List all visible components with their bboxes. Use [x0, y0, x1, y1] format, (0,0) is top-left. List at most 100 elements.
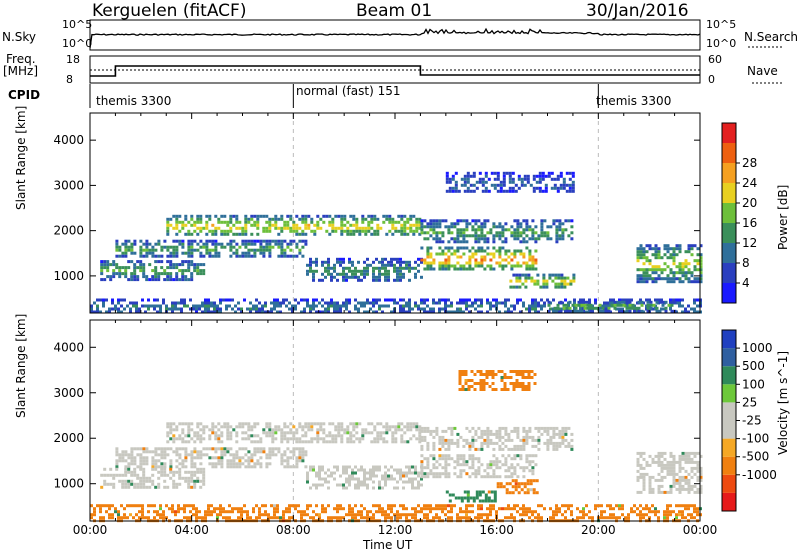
power-echo-band [166, 214, 422, 236]
x-axis-label: Time UT [363, 538, 413, 552]
power-colorbar-segment [722, 143, 736, 163]
x-tick-label: 08:00 [276, 523, 311, 537]
power-colorbar-tick-label: 12 [742, 236, 757, 250]
vel-colorbar-segment [722, 420, 736, 439]
vel-colorbar-segment [722, 384, 736, 403]
beam-title: Beam 01 [356, 1, 433, 21]
freq-unit-label: [MHz] [3, 64, 39, 78]
nave-tick-top: 60 [708, 53, 722, 66]
vel-echo-band [90, 504, 702, 523]
nave-tick-bottom: 0 [708, 73, 715, 86]
vel-colorbar-tick-label: 500 [742, 359, 765, 373]
power-echo-band [420, 246, 538, 271]
cpid-segment-2: normal (fast) 151 [296, 84, 401, 98]
vel-echo-band [496, 479, 539, 495]
power-echo-band [306, 257, 423, 282]
freq-label: Freq. [6, 52, 36, 66]
vel-echo-band [166, 422, 422, 444]
vel-ytick-label: 4000 [53, 340, 84, 354]
station-title: Kerguelen (fitACF) [92, 1, 247, 21]
vel-echo-band [636, 451, 703, 494]
power-colorbar-tick-label: 16 [742, 216, 757, 230]
vel-colorbar-segment [722, 348, 736, 367]
power-colorbar-tick-label: 4 [742, 276, 750, 290]
power-colorbar-segment [722, 183, 736, 203]
power-panel-frame [89, 112, 701, 314]
vel-echo-band [420, 426, 574, 451]
vel-colorbar-segment [722, 492, 736, 511]
cpid-segment-3: themis 3300 [596, 94, 672, 108]
nsky-label: N.Sky [2, 30, 37, 44]
power-colorbar-label: Power [dB] [776, 184, 790, 250]
power-colorbar-tick-label: 20 [742, 196, 757, 210]
x-tick-label: 20:00 [581, 523, 616, 537]
power-ytick-label: 2000 [53, 224, 84, 238]
nsky-tick-bottom: 10^0 [62, 37, 93, 50]
vel-colorbar-segment [722, 438, 736, 457]
power-heatmap [90, 113, 703, 314]
vel-colorbar-tick-label: 25 [742, 395, 757, 409]
power-colorbar-segment [722, 203, 736, 223]
power-colorbar-segment [722, 163, 736, 183]
freq-tick-bottom: 8 [66, 73, 73, 86]
power-colorbar-segment [722, 223, 736, 243]
vel-colorbar-tick-label: -500 [742, 450, 769, 464]
cpid-segment-1: themis 3300 [96, 94, 172, 108]
nave-label: Nave [747, 64, 778, 78]
power-ytick-label: 3000 [53, 178, 84, 192]
x-tick-label: 00:00 [73, 523, 108, 537]
date-title: 30/Jan/2016 [586, 1, 689, 21]
power-ytick-label: 4000 [53, 133, 84, 147]
power-echo-band [420, 219, 574, 244]
power-colorbar-segment [722, 243, 736, 263]
nsky-tick-top: 10^5 [62, 18, 93, 31]
vel-colorbar-segment [722, 402, 736, 421]
power-colorbar-tick-label: 8 [742, 256, 750, 270]
vel-echo-band [115, 447, 308, 469]
power-colorbar-tick-label: 24 [742, 176, 757, 190]
vel-panel-frame [89, 319, 701, 522]
nsky-trace [89, 27, 701, 49]
vel-echo-band [445, 490, 497, 503]
vel-colorbar-segment [722, 474, 736, 493]
vel-echo-band [100, 467, 206, 489]
power-echo-band [445, 171, 575, 193]
power-colorbar-segment [722, 123, 736, 143]
x-tick-label: 12:00 [378, 523, 413, 537]
power-echo-band [509, 273, 576, 289]
freq-tick-top: 18 [66, 53, 80, 66]
velocity-colorbar-label: Velocity [m s^-1] [776, 350, 790, 455]
vel-echo-band [420, 454, 538, 479]
vel-colorbar-segment [722, 366, 736, 385]
power-colorbar-segment [722, 263, 736, 283]
nsearch-tick-top: 10^5 [706, 18, 737, 31]
velocity-ylabel: Slant Range [km] [14, 313, 28, 418]
power-echo-band [100, 260, 206, 282]
vel-colorbar-segment [722, 330, 736, 349]
power-colorbar-segment [722, 283, 736, 303]
nsky-panel-frame [89, 19, 701, 51]
vel-echo-band [306, 465, 423, 490]
vel-ytick-label: 1000 [53, 477, 84, 491]
cpid-label: CPID [8, 88, 41, 102]
power-echo-band [636, 244, 703, 284]
power-ytick-label: 1000 [53, 269, 84, 283]
vel-echo-band [458, 370, 537, 391]
vel-colorbar-tick-label: -25 [742, 414, 762, 428]
power-colorbar-tick-label: 28 [742, 156, 757, 170]
x-tick-label: 16:00 [479, 523, 514, 537]
freq-trace [90, 65, 700, 77]
x-tick-label: 00:00 [683, 523, 718, 537]
vel-ytick-label: 3000 [53, 386, 84, 400]
vel-ytick-label: 2000 [53, 431, 84, 445]
nsearch-tick-bottom: 10^0 [706, 37, 737, 50]
nsearch-label: N.Search [744, 30, 799, 44]
power-ylabel: Slant Range [km] [14, 105, 28, 210]
vel-colorbar-tick-label: 1000 [742, 341, 773, 355]
vel-heatmap [90, 320, 703, 523]
vel-colorbar-tick-label: -100 [742, 432, 769, 446]
vel-colorbar-segment [722, 456, 736, 475]
x-tick-label: 04:00 [174, 523, 209, 537]
power-colorbar-frame [721, 122, 737, 304]
